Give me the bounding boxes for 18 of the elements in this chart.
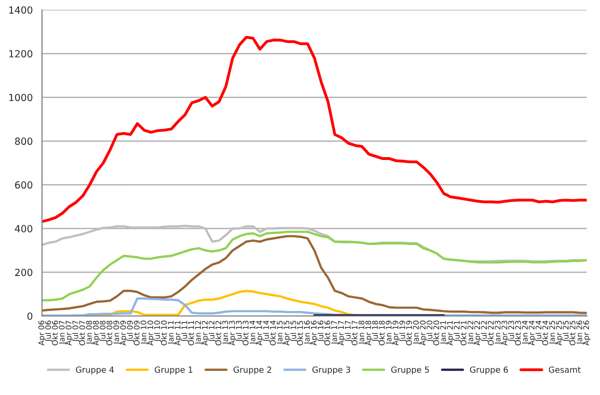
legend-label: Gruppe 5 [391, 366, 429, 374]
y-tick-label: 800 [15, 138, 32, 145]
y-tick-label: 1000 [9, 94, 32, 102]
line-series [42, 230, 587, 302]
legend-label: Gruppe 2 [234, 366, 272, 374]
y-tick-label: 0 [27, 312, 32, 320]
y-tick-label: 200 [15, 268, 32, 276]
line-series [42, 235, 587, 314]
legend-label: Gesamt [548, 366, 581, 373]
line-series [42, 36, 587, 223]
legend-label: Gruppe 1 [154, 366, 192, 374]
y-tick-label: 400 [14, 225, 32, 232]
legend-label: Gruppe 3 [312, 366, 350, 374]
legend-label: Gruppe 4 [76, 366, 114, 374]
y-tick-label: 1400 [9, 6, 32, 14]
y-tick-label: 1200 [9, 50, 32, 58]
legend-label: Gruppe 6 [470, 366, 508, 374]
y-tick-label: 600 [15, 181, 32, 189]
